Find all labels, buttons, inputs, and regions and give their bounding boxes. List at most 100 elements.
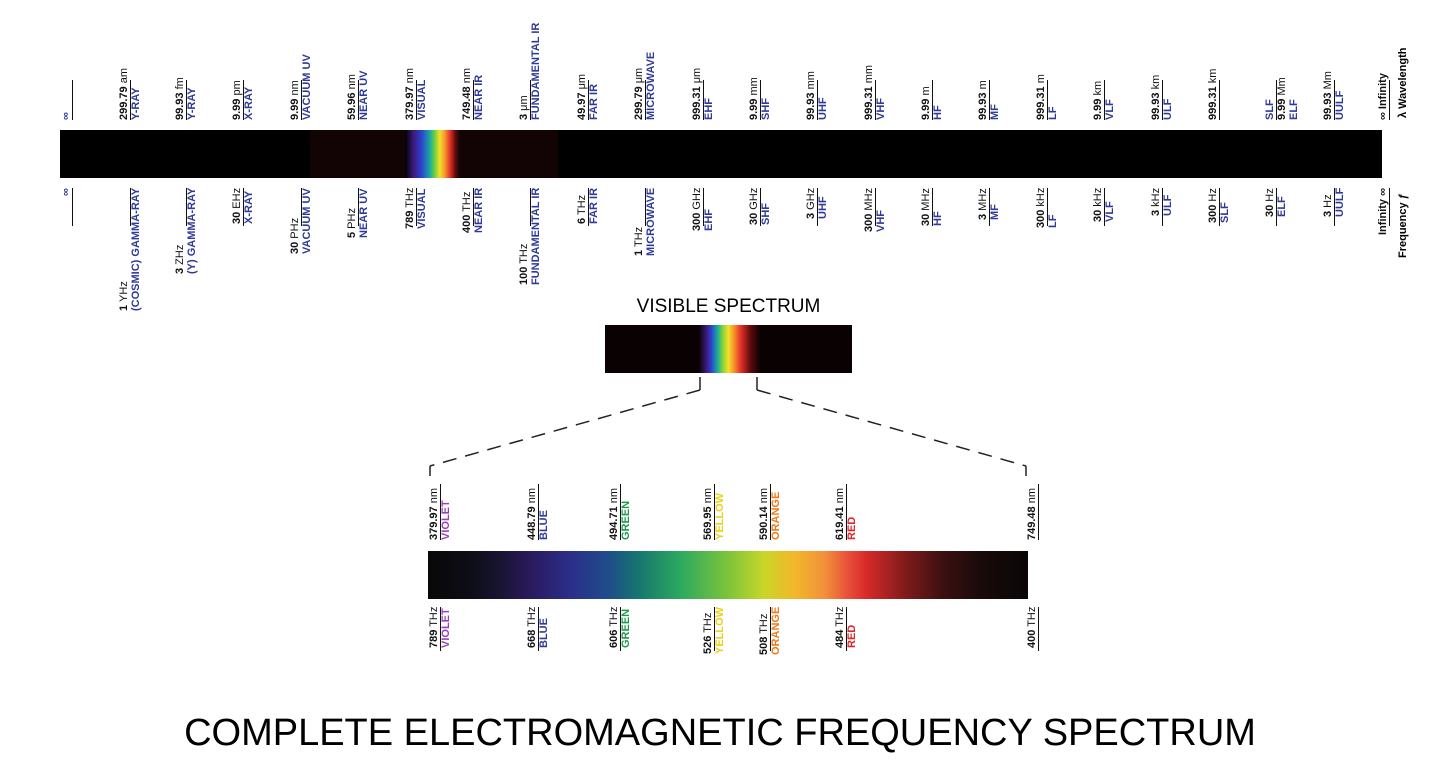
top-tick <box>358 80 359 120</box>
category-label: YELLOW <box>714 607 726 655</box>
top-tick <box>817 80 818 120</box>
bottom-tick <box>645 188 646 226</box>
visible_bottom-tick <box>440 607 441 651</box>
bottom-tick <box>130 188 131 226</box>
page-title: COMPLETE ELECTROMAGNETIC FREQUENCY SPECT… <box>184 712 1256 754</box>
visible_top-value: 619.41 nm <box>834 488 846 540</box>
category-label: BLUE <box>538 510 550 540</box>
category-label: BLUE <box>538 618 550 649</box>
visible-spectrum-title: VISIBLE SPECTRUM <box>636 296 821 317</box>
bottom-tick <box>1104 188 1105 226</box>
category-label: GREEN <box>620 500 632 540</box>
top-tick <box>989 80 990 120</box>
top-tick <box>1047 80 1048 120</box>
visible_bottom-value: 484 THz <box>834 607 846 648</box>
value-unit: nm <box>526 488 538 507</box>
value-unit: nm <box>834 488 846 507</box>
visible_top-tick <box>770 484 771 540</box>
top-tick <box>875 80 876 120</box>
category-label: VIOLET <box>440 608 452 649</box>
bottom-tick <box>358 188 359 226</box>
top-tick <box>645 80 646 120</box>
visible_bottom-tick <box>770 607 771 651</box>
top-tick <box>186 80 187 120</box>
top-tick <box>932 80 933 120</box>
category-label: YELLOW <box>714 492 726 540</box>
value-number: 668 <box>526 630 538 649</box>
visible_top-value: 448.79 nm <box>526 488 538 540</box>
bottom-tick <box>1389 188 1390 226</box>
value-number: 379.97 <box>428 506 440 540</box>
value-number: 494.71 <box>608 506 620 540</box>
visible_bottom-value: 526 THz <box>702 607 714 654</box>
top-tick <box>1104 80 1105 120</box>
category-label: RED <box>846 625 858 649</box>
visible-spectrum-bar <box>605 325 852 373</box>
value-number: 448.79 <box>526 506 538 540</box>
value-unit: THz <box>608 607 620 631</box>
top-tick <box>588 80 589 120</box>
value-number: 590.14 <box>758 506 770 540</box>
value-unit: THz <box>758 613 770 637</box>
bottom-tick <box>416 188 417 226</box>
value-number: 619.41 <box>834 506 846 540</box>
top-tick <box>301 80 302 120</box>
visible_bottom-tick <box>620 607 621 651</box>
bottom-tick <box>1047 188 1048 226</box>
value-unit: THz <box>834 607 846 631</box>
value-unit: THz <box>428 607 440 631</box>
top-tick <box>1219 80 1220 120</box>
top-tick <box>760 80 761 120</box>
bottom-tick <box>1162 188 1163 226</box>
top-tick <box>1389 80 1390 120</box>
visible_bottom-value: 789 THz <box>428 607 440 648</box>
category-label: RED <box>846 516 858 540</box>
bottom-tick <box>760 188 761 226</box>
visible_top-label: 749.48 nm <box>1026 488 1038 540</box>
bottom-tick <box>1334 188 1335 226</box>
bottom-tick <box>932 188 933 226</box>
top-tick <box>243 80 244 120</box>
value-number: 789 <box>428 630 440 649</box>
visible_top-tick <box>1038 484 1039 540</box>
visible_top-value: 569.95 nm <box>702 488 714 540</box>
visible_bottom-label: 400 THz <box>1026 607 1038 648</box>
value-unit: nm <box>702 488 714 507</box>
visible_bottom-value: 508 THz <box>758 607 770 655</box>
zoom-line-left <box>429 389 701 467</box>
visible_bottom-tick <box>1038 607 1039 651</box>
visible-gradient <box>405 130 460 178</box>
bottom-tick <box>186 188 187 226</box>
bottom-tick <box>1276 188 1277 226</box>
visible_top-value: 590.14 nm <box>758 488 770 540</box>
top-tick <box>1276 80 1277 120</box>
bottom-tick <box>72 188 73 226</box>
top-tick <box>72 80 73 120</box>
visible_top-value: 379.97 nm <box>428 488 440 540</box>
visible_bottom-tick <box>538 607 539 651</box>
top-tick <box>416 80 417 120</box>
category-label: ORANGE <box>770 491 782 540</box>
value-number: 400 <box>1026 630 1038 649</box>
visible_top-tick <box>714 484 715 540</box>
top-tick <box>473 80 474 120</box>
bottom-tick <box>243 188 244 226</box>
bottom-tick <box>875 188 876 226</box>
top-tick <box>1162 80 1163 120</box>
bottom-tick <box>301 188 302 226</box>
value-number: 606 <box>608 630 620 649</box>
bottom-tick <box>1219 188 1220 226</box>
zoom-line-right <box>756 389 1027 467</box>
visible-spectrum-zoom-bar <box>428 551 1028 599</box>
visible_top-tick <box>620 484 621 540</box>
category-label: VIOLET <box>440 500 452 540</box>
value-number: 569.95 <box>702 506 714 540</box>
visible_bottom-tick <box>714 607 715 651</box>
top-tick <box>130 80 131 120</box>
top-tick <box>703 80 704 120</box>
bottom-tick <box>817 188 818 226</box>
bottom-tick <box>473 188 474 226</box>
value-number: 749.48 <box>1026 506 1038 540</box>
visible_bottom-value: 400 THz <box>1026 607 1038 648</box>
